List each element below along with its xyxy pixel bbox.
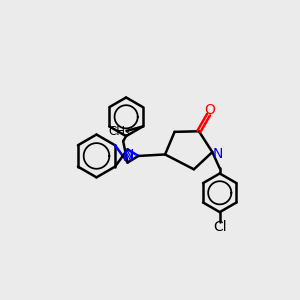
Text: CH₃: CH₃ [108, 125, 130, 138]
Text: Cl: Cl [213, 220, 226, 234]
Text: N: N [122, 150, 133, 164]
Text: N: N [124, 148, 134, 162]
Text: N: N [212, 147, 223, 160]
Text: O: O [205, 103, 215, 117]
